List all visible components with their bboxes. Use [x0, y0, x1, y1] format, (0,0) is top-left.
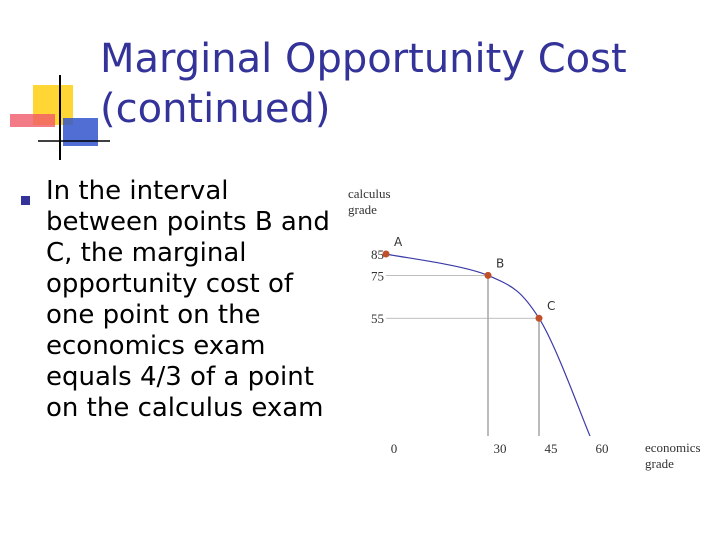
bullet-marker — [21, 196, 30, 205]
curve — [385, 253, 591, 437]
point-label: A — [394, 235, 403, 249]
y-tick-label: 55 — [371, 311, 384, 326]
y-tick-label: 85 — [371, 247, 384, 262]
bullet-line: opportunity cost of — [46, 269, 293, 299]
y-tick-label: 75 — [371, 268, 384, 283]
bullet-line: C, the marginal — [46, 238, 247, 268]
bullet-line: economics exam — [46, 331, 266, 361]
x-axis-label: economics — [645, 440, 701, 455]
bullet-line: on the calculus exam — [46, 393, 324, 423]
point-label: B — [496, 256, 504, 270]
bullet-line: one point on the — [46, 300, 261, 330]
point-label: C — [547, 299, 555, 313]
y-axis-label: grade — [348, 202, 377, 217]
title-line: (continued) — [100, 86, 331, 132]
bullet-line: In the interval — [46, 176, 229, 206]
x-tick-label: 30 — [494, 441, 507, 456]
title: Marginal Opportunity Cost (continued) — [100, 34, 627, 134]
decoration — [10, 75, 110, 160]
red-bar — [10, 114, 55, 127]
point — [382, 250, 390, 258]
x-tick-label: 45 — [545, 441, 558, 456]
bullet-line: equals 4/3 of a point — [46, 362, 314, 392]
chart-bg — [340, 180, 720, 490]
y-axis-label: calculus — [348, 186, 391, 201]
point — [535, 314, 543, 322]
x-tick-label: 0 — [391, 441, 398, 456]
x-tick-label: 60 — [596, 441, 609, 456]
point — [484, 271, 492, 279]
bullet-text: In the interval between points B and C, th… — [46, 176, 330, 424]
bullet-line: between points B and — [46, 207, 330, 237]
blue-square — [63, 118, 98, 146]
title-line: Marginal Opportunity Cost — [100, 36, 627, 82]
x-axis-label: grade — [645, 456, 674, 471]
